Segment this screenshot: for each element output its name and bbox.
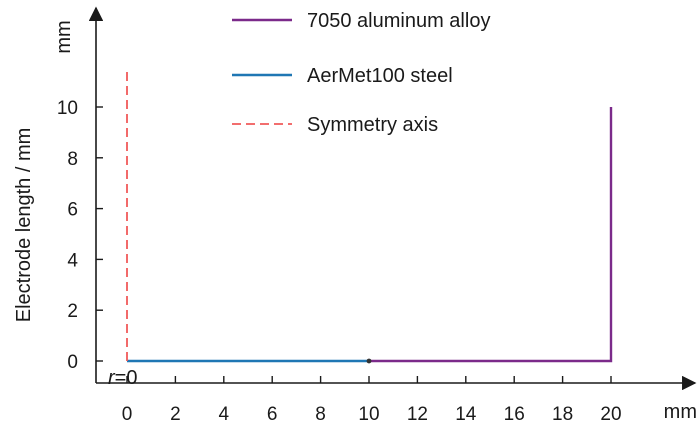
y-tick-label: 0 xyxy=(67,352,78,373)
series-line-1 xyxy=(369,107,613,363)
y-tick-label: 4 xyxy=(67,250,78,271)
x-tick-label: 18 xyxy=(552,404,573,425)
y-tick-label: 6 xyxy=(67,200,78,221)
y-tick-label: 10 xyxy=(57,98,78,119)
y-axis-unit: mm xyxy=(53,20,75,53)
x-tick-label: 12 xyxy=(407,404,428,425)
y-ticks: 0 2 4 6 8 10 xyxy=(57,98,103,373)
series-layer xyxy=(126,68,613,364)
x-tick-label: 4 xyxy=(219,404,230,425)
x-tick-label: 0 xyxy=(122,404,133,425)
origin-annotation: r=0 xyxy=(108,367,137,389)
legend-label-2: AerMet100 steel xyxy=(307,65,453,87)
origin-annotation-symbol: r xyxy=(108,367,116,389)
y-tick-label: 8 xyxy=(67,149,78,170)
series-junction-point xyxy=(366,358,372,364)
legend-label-3: Symmetry axis xyxy=(307,114,438,136)
origin-annotation-value: =0 xyxy=(115,367,138,389)
x-tick-label: 2 xyxy=(170,404,181,425)
x-tick-label: 8 xyxy=(315,404,326,425)
x-tick-label: 6 xyxy=(267,404,278,425)
x-ticks: 0 2 4 6 8 10 12 14 16 18 20 xyxy=(122,376,622,425)
x-tick-label: 20 xyxy=(600,404,621,425)
x-tick-label: 10 xyxy=(358,404,379,425)
x-tick-label: 14 xyxy=(455,404,477,425)
x-tick-label: 16 xyxy=(504,404,525,425)
legend: 7050 aluminum alloy AerMet100 steel Symmet… xyxy=(232,10,490,136)
legend-label-1: 7050 aluminum alloy xyxy=(307,10,490,32)
axes xyxy=(88,6,697,391)
y-tick-label: 2 xyxy=(67,301,78,322)
x-axis-unit: mm xyxy=(664,401,697,423)
y-axis-label: Electrode length / mm xyxy=(13,128,35,323)
